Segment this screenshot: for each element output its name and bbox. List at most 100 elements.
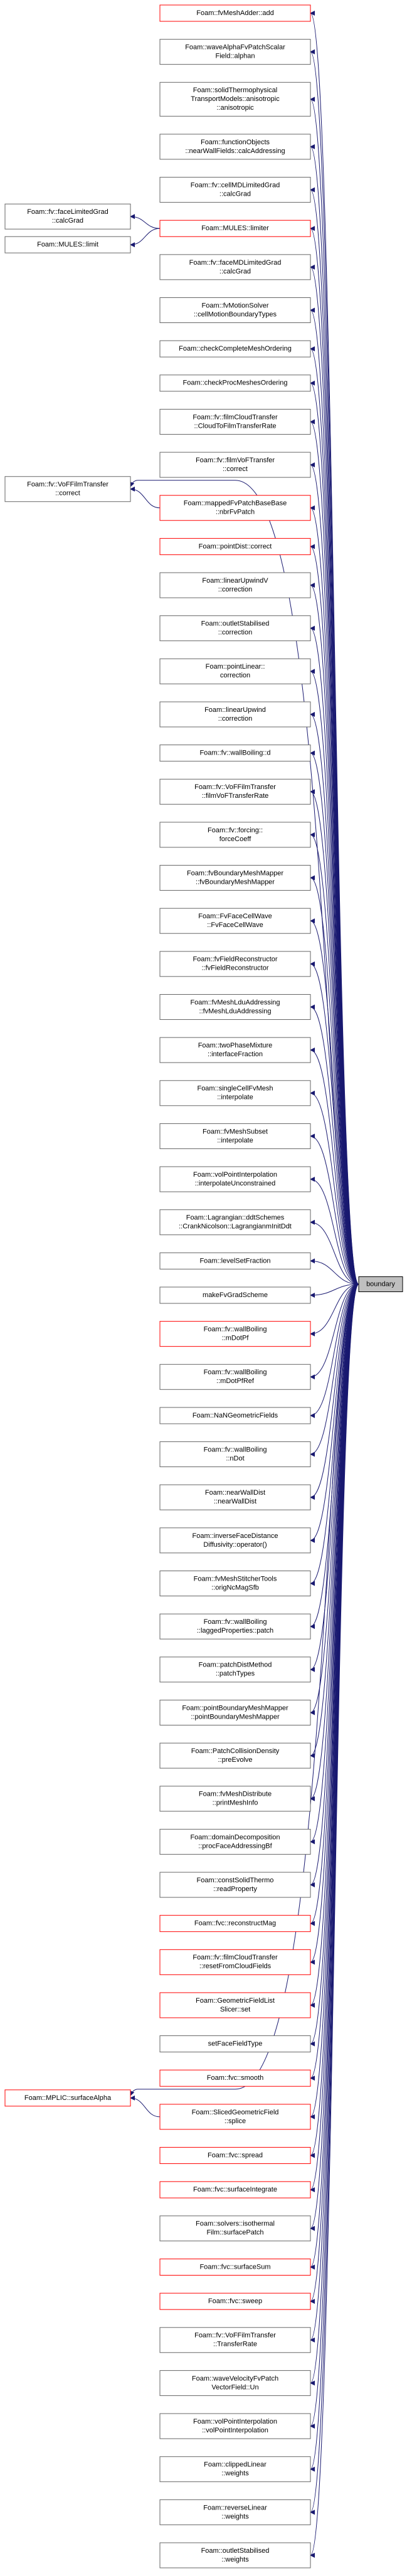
node-box (159, 822, 311, 848)
node: Foam::volPointInterpolation::volPointInt… (159, 2413, 311, 2439)
node-box (159, 4, 311, 22)
node: Foam::fv::filmVoFTransfer::correct (159, 452, 311, 478)
node: Foam::checkCompleteMeshOrdering (159, 340, 311, 358)
node-box (159, 1364, 311, 1390)
node: Foam::patchDistMethod::patchTypes (159, 1656, 311, 1683)
node-label: Foam::outletStabilised (201, 620, 270, 628)
node-label: Foam::clippedLinear (204, 2461, 267, 2469)
node: Foam::fv::forcing::forceCoeff (159, 822, 311, 848)
node-label: Foam::fv::cellMDLimitedGrad (191, 181, 280, 189)
node-label: Foam::fv::forcing:: (208, 827, 263, 834)
node-label: Foam::pointLinear:: (206, 663, 265, 671)
node-label: Foam::fvMeshDistribute (199, 1791, 272, 1798)
node-label: ::CrankNicolson::LagrangianmInitDdt (179, 1223, 292, 1231)
node: Foam::volPointInterpolation::interpolate… (159, 1166, 311, 1192)
edge (310, 1284, 359, 1758)
node: Foam::fvc::surfaceSum (159, 2258, 311, 2276)
node-box (159, 994, 311, 1020)
node-box (159, 2542, 311, 2568)
node-label: makeFvGradScheme (203, 1291, 268, 1299)
node-label: Film::surfacePatch (206, 2229, 263, 2237)
node-label: Foam::fv::faceMDLimitedGrad (189, 259, 282, 267)
node-label: Foam::fvMeshAdder::add (196, 9, 274, 17)
node: Foam::NaNGeometricFields (159, 1407, 311, 1424)
node-label: Foam::fvc::spread (208, 2151, 263, 2159)
node-label: ::nearWallFields::calcAddressing (185, 147, 285, 155)
node-label: ::splice (225, 2118, 246, 2125)
focus-box (358, 1276, 403, 1292)
node-label: Foam::Lagrangian::ddtSchemes (186, 1214, 285, 1222)
node-box (159, 2147, 311, 2165)
edge (310, 11, 359, 1285)
edge (310, 1284, 359, 1337)
node: Foam::levelSetFraction (159, 1252, 311, 1269)
node-label: ::volPointInterpolation (202, 2427, 268, 2434)
node-box (159, 865, 311, 891)
nodes: Foam::fvMeshAdder::addFoam::waveAlphaFvP… (4, 4, 403, 2568)
node-label: Foam::pointBoundaryMeshMapper (182, 1704, 288, 1712)
node-label: Foam::MULES::limiter (201, 225, 269, 232)
node-box (159, 1080, 311, 1106)
node-box (159, 1037, 311, 1063)
node-label: ::nDot (226, 1455, 244, 1462)
node-label: Foam::fvMeshSubset (203, 1128, 268, 1135)
node-label: Foam::fvc::sweep (208, 2298, 262, 2305)
node-label: Foam::nearWallDist (205, 1489, 265, 1497)
node-box (159, 297, 311, 324)
edge (310, 789, 359, 1285)
node: Foam::linearUpwind::correction (159, 701, 311, 728)
edge (310, 1284, 359, 1926)
node-box (159, 374, 311, 392)
node-label: Foam::constSolidThermo (197, 1877, 274, 1884)
node-label: Foam::fv::wallBoiling (204, 1369, 267, 1376)
node-box (159, 778, 311, 805)
node-label: ::patchTypes (216, 1670, 255, 1678)
node-label: Foam::PatchCollisionDensity (191, 1747, 280, 1755)
node-box (159, 1742, 311, 1769)
node-box (159, 220, 311, 237)
node-box (159, 1786, 311, 1812)
edge (310, 1284, 359, 1672)
edge (310, 1284, 359, 2081)
node-label: Foam::GeometricFieldList (196, 1997, 275, 2005)
edge (310, 1284, 359, 1418)
node-box (159, 340, 311, 358)
node-label: Foam::checkCompleteMeshOrdering (179, 345, 292, 352)
node-label: ::procFaceAddressingBf (198, 1842, 272, 1850)
edge (310, 1090, 359, 1285)
node-label: ::weights (221, 2470, 249, 2478)
node-label: Foam::waveVelocityFvPatch (192, 2375, 278, 2382)
node-label: Foam::outletStabilised (201, 2547, 270, 2555)
node-label: ::weights (221, 2556, 249, 2563)
node-box (159, 615, 311, 642)
node-box (159, 2035, 311, 2053)
node-box (159, 1949, 311, 1975)
node-label: Foam::NaNGeometricFields (193, 1412, 278, 1419)
node-label: Foam::twoPhaseMixture (198, 1042, 273, 1049)
node-label: ::interpolate (217, 1137, 253, 1144)
edge (310, 307, 359, 1285)
node-label: ::pointBoundaryMeshMapper (191, 1713, 280, 1720)
node-box (159, 1441, 311, 1468)
node-label: Foam::linearUpwindV (202, 577, 268, 585)
node-label: ::filmVoFTransferRate (202, 792, 269, 800)
node: Foam::fv::wallBoiling::laggedProperties:… (159, 1613, 311, 1640)
edge (310, 1258, 359, 1285)
node-box (159, 701, 311, 728)
node: Foam::SlicedGeometricField::splice (159, 2104, 311, 2130)
node-label: setFaceFieldType (208, 2040, 263, 2048)
node: Foam::singleCellFvMesh::interpolate (159, 1080, 311, 1106)
node-box (159, 2327, 311, 2353)
edge (130, 228, 161, 248)
edge (130, 214, 161, 229)
node-box (159, 2456, 311, 2483)
node-label: Foam::fv::wallBoiling::d (199, 750, 270, 757)
node-label: ::interpolateUnconstrained (195, 1180, 275, 1187)
node-label: Foam::fvc::smooth (207, 2074, 263, 2082)
node-box (159, 1286, 311, 1304)
node-box (159, 2499, 311, 2525)
node: Foam::fvc::smooth (159, 2069, 311, 2087)
node-box (159, 82, 311, 117)
node-label: Foam::MPLIC::surfaceAlpha (24, 2094, 112, 2102)
